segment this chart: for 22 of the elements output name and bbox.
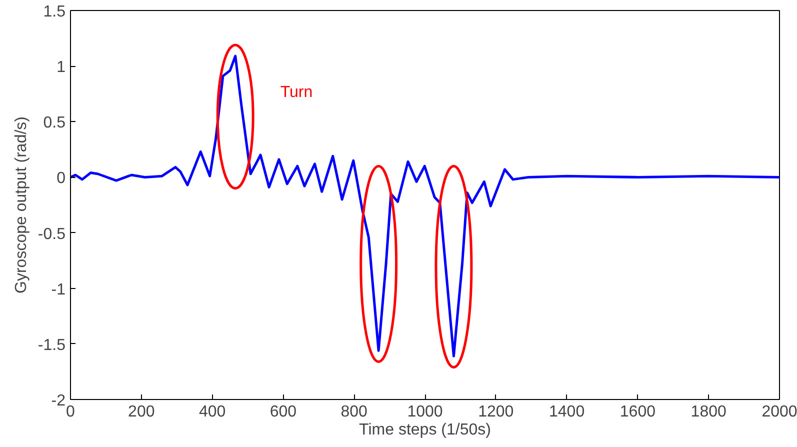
y-tick-label: 0 — [56, 170, 66, 188]
x-tick-label: 1600 — [620, 404, 656, 420]
y-tick-label: -1 — [51, 281, 66, 298]
x-tick-label: 1400 — [549, 404, 585, 420]
x-tick-label: 1000 — [407, 404, 443, 420]
x-tick-label: 800 — [340, 404, 368, 420]
x-tick-label: 1800 — [690, 404, 726, 420]
y-tick-label: 1.5 — [43, 4, 66, 20]
x-tick-label: 1200 — [478, 404, 514, 420]
x-tick-label: 2000 — [762, 404, 797, 420]
y-tick-label: -1.5 — [38, 336, 66, 354]
y-tick-label: -2 — [51, 392, 66, 410]
x-axis-title: Time steps (1/50s) — [359, 422, 491, 438]
y-axis-title: Gyroscope output (rad/s) — [12, 116, 30, 294]
y-tick-label: 0.5 — [43, 114, 66, 132]
y-tick-label: 1 — [56, 59, 66, 76]
x-tick-label: 200 — [128, 404, 155, 420]
x-tick-label: 600 — [270, 404, 297, 420]
annotation: Turn — [280, 84, 313, 101]
y-tick-label: -0.5 — [38, 226, 66, 243]
line-series — [70, 54, 780, 358]
x-tick-label: 400 — [198, 404, 226, 420]
